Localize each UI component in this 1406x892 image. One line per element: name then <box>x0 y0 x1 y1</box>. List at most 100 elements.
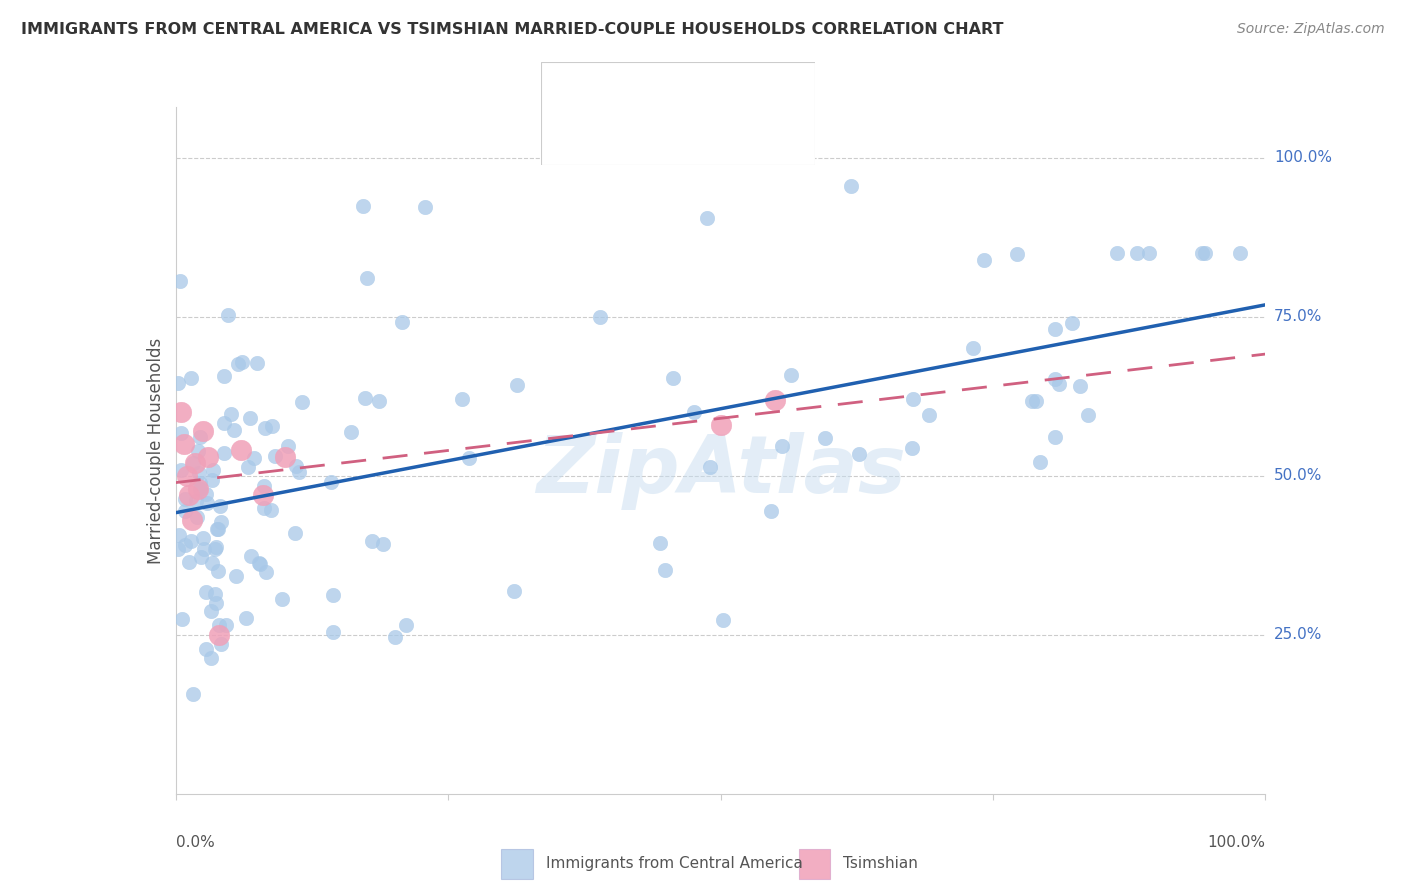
Point <box>200 650 222 665</box>
Point <box>277 439 299 453</box>
Point <box>205 596 228 610</box>
Point <box>204 587 226 601</box>
Point <box>169 425 191 440</box>
Point <box>207 564 229 578</box>
Text: 75.0%: 75.0% <box>1274 310 1323 325</box>
Point <box>174 538 197 552</box>
Point <box>212 446 235 460</box>
Point <box>195 584 218 599</box>
Point <box>779 368 801 383</box>
Point <box>814 431 837 445</box>
Point <box>322 624 344 639</box>
Point <box>172 612 194 626</box>
Point <box>235 610 257 624</box>
Point <box>167 541 190 556</box>
Point <box>174 504 197 518</box>
Point <box>839 178 862 193</box>
Point <box>901 392 924 407</box>
Point <box>217 308 239 322</box>
Text: Immigrants from Central America: Immigrants from Central America <box>546 855 803 871</box>
Point <box>352 199 374 213</box>
Point <box>208 617 231 632</box>
FancyBboxPatch shape <box>541 62 815 165</box>
Point <box>176 469 198 483</box>
Point <box>202 463 225 477</box>
Point <box>247 557 270 571</box>
Point <box>221 407 243 421</box>
FancyBboxPatch shape <box>799 849 830 879</box>
Point <box>413 200 436 214</box>
Point <box>285 459 308 474</box>
Point <box>212 417 235 431</box>
Point <box>214 368 236 383</box>
Point <box>710 417 733 432</box>
Point <box>505 377 527 392</box>
Point <box>249 557 271 571</box>
Point <box>356 270 378 285</box>
Point <box>962 341 984 355</box>
Point <box>319 475 342 489</box>
Point <box>1025 393 1047 408</box>
Point <box>260 502 283 516</box>
Point <box>262 419 284 434</box>
Point <box>197 450 219 464</box>
Point <box>188 430 211 444</box>
Point <box>231 443 253 458</box>
Point <box>193 531 215 545</box>
Point <box>186 494 208 508</box>
Point <box>190 550 212 565</box>
Point <box>763 392 786 407</box>
Point <box>696 211 718 225</box>
Point <box>662 371 685 385</box>
Point <box>1069 379 1091 393</box>
Text: 130: 130 <box>761 84 793 99</box>
Text: N =: N = <box>717 130 751 145</box>
Point <box>239 549 262 563</box>
Point <box>457 451 479 466</box>
Point <box>188 475 211 490</box>
Point <box>187 444 209 458</box>
Point <box>252 488 274 502</box>
Point <box>186 509 208 524</box>
Point <box>1229 246 1251 260</box>
Point <box>184 456 207 470</box>
Point <box>699 459 721 474</box>
Point <box>271 592 294 607</box>
Text: R =: R = <box>610 84 643 99</box>
Point <box>245 356 267 370</box>
Point <box>239 410 262 425</box>
Y-axis label: Married-couple Households: Married-couple Households <box>146 337 165 564</box>
Point <box>225 569 247 583</box>
Point <box>1107 246 1129 260</box>
Point <box>208 500 231 514</box>
Point <box>181 687 204 701</box>
Text: R =: R = <box>610 130 643 145</box>
Point <box>288 466 311 480</box>
Point <box>207 522 229 536</box>
Point <box>231 355 253 369</box>
Point <box>368 393 391 408</box>
Point <box>188 467 211 481</box>
Point <box>1191 246 1213 260</box>
Point <box>1060 316 1083 330</box>
Point <box>451 392 474 406</box>
Point <box>205 522 228 536</box>
Point <box>242 450 264 465</box>
Point <box>170 463 193 477</box>
Point <box>195 495 218 509</box>
Point <box>181 513 204 527</box>
Point <box>901 441 924 455</box>
Point <box>391 315 413 329</box>
Text: 0.358: 0.358 <box>657 130 704 145</box>
Point <box>186 482 209 496</box>
Point <box>1045 430 1067 444</box>
Point <box>173 437 195 451</box>
Point <box>503 584 526 599</box>
Point <box>195 642 218 657</box>
Point <box>191 425 214 439</box>
Point <box>274 450 297 464</box>
Point <box>193 542 215 557</box>
Point <box>170 405 193 419</box>
Text: 0.0%: 0.0% <box>176 835 215 850</box>
Point <box>1137 246 1160 260</box>
